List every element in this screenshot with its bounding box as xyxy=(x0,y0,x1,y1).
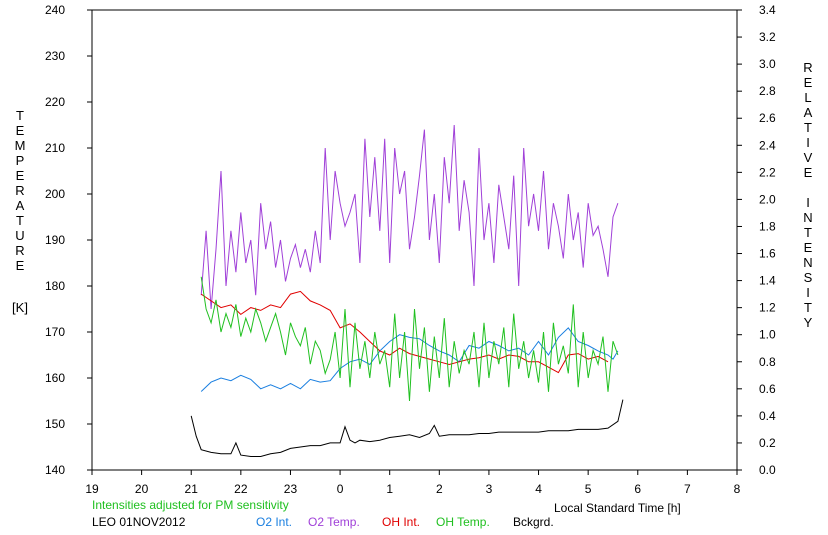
x-tick-label: 7 xyxy=(684,482,691,496)
left-axis-letter: U xyxy=(15,228,24,243)
x-tick-label: 20 xyxy=(135,482,149,496)
right-tick-label: 1.6 xyxy=(759,247,776,261)
left-tick-label: 210 xyxy=(45,141,65,155)
left-axis-letter: E xyxy=(16,168,25,183)
x-tick-label: 21 xyxy=(185,482,199,496)
left-tick-label: 240 xyxy=(45,3,65,17)
left-tick-label: 200 xyxy=(45,187,65,201)
x-tick-label: 5 xyxy=(585,482,592,496)
legend-oh-temp: OH Temp. xyxy=(436,515,490,529)
right-axis-letter: E xyxy=(804,240,813,255)
right-tick-label: 0.2 xyxy=(759,436,776,450)
left-axis-letter: R xyxy=(15,243,24,258)
right-tick-label: 0.0 xyxy=(759,463,776,477)
x-tick-label: 19 xyxy=(85,482,99,496)
right-tick-label: 2.2 xyxy=(759,165,776,179)
right-tick-label: 2.4 xyxy=(759,138,776,152)
right-tick-label: 2.6 xyxy=(759,111,776,125)
legend: O2 Int. O2 Temp. OH Int. OH Temp. Bckgrd. xyxy=(256,515,554,529)
left-tick-label: 220 xyxy=(45,95,65,109)
left-tick-label: 230 xyxy=(45,49,65,63)
left-axis-letter: A xyxy=(16,198,25,213)
x-tick-label: 4 xyxy=(535,482,542,496)
x-tick-label: 23 xyxy=(284,482,298,496)
x-tick-label: 3 xyxy=(486,482,493,496)
right-axis-letter: S xyxy=(804,270,813,285)
legend-o2-temp: O2 Temp. xyxy=(308,515,360,529)
x-tick-label: 2 xyxy=(436,482,443,496)
series-o2-temp xyxy=(200,124,619,310)
series-oh-temp xyxy=(200,276,619,402)
right-axis-letter: E xyxy=(804,165,813,180)
station-label: LEO 01NOV2012 xyxy=(92,515,186,529)
series-o2-int xyxy=(200,327,619,392)
x-axis-ticks: 19 20 21 22 23 0 1 2 3 4 5 6 7 8 xyxy=(85,470,741,496)
x-tick-label: 1 xyxy=(386,482,393,496)
left-axis-letter: R xyxy=(15,183,24,198)
right-tick-label: 0.8 xyxy=(759,355,776,369)
right-axis-letter: L xyxy=(804,90,811,105)
left-axis-letter: E xyxy=(16,258,25,273)
right-axis-letter: T xyxy=(804,300,812,315)
right-axis-letter: I xyxy=(806,135,810,150)
x-tick-label: 22 xyxy=(234,482,248,496)
x-tick-label: 8 xyxy=(734,482,741,496)
left-axis-letter: E xyxy=(16,123,25,138)
right-axis-letter: V xyxy=(804,150,813,165)
right-tick-label: 1.8 xyxy=(759,219,776,233)
right-axis-letter: I xyxy=(806,285,810,300)
x-tick-label: 6 xyxy=(634,482,641,496)
right-axis-letter: A xyxy=(804,105,813,120)
left-tick-label: 140 xyxy=(45,463,65,477)
right-tick-label: 1.2 xyxy=(759,301,776,315)
left-axis-letter: T xyxy=(16,108,24,123)
legend-oh-int: OH Int. xyxy=(382,515,420,529)
left-tick-label: 190 xyxy=(45,233,65,247)
right-axis-letter: I xyxy=(806,195,810,210)
left-axis-unit: [K] xyxy=(12,300,28,315)
right-tick-label: 3.2 xyxy=(759,30,776,44)
legend-o2-int: O2 Int. xyxy=(256,515,292,529)
right-axis-letter: R xyxy=(803,60,812,75)
x-axis-label: Local Standard Time [h] xyxy=(554,501,681,515)
right-axis-letter: Y xyxy=(804,315,813,330)
left-axis-letter: T xyxy=(16,213,24,228)
left-axis-letter: P xyxy=(16,153,25,168)
right-tick-label: 1.0 xyxy=(759,328,776,342)
right-axis-letter: E xyxy=(804,75,813,90)
left-tick-label: 180 xyxy=(45,279,65,293)
right-tick-label: 0.6 xyxy=(759,382,776,396)
x-tick-label: 0 xyxy=(337,482,344,496)
plot-area xyxy=(91,9,738,471)
right-tick-label: 2.8 xyxy=(759,84,776,98)
right-axis-letter: N xyxy=(803,255,812,270)
right-axis-letter: N xyxy=(803,210,812,225)
left-tick-label: 150 xyxy=(45,417,65,431)
right-tick-label: 3.4 xyxy=(759,3,776,17)
right-tick-label: 3.0 xyxy=(759,57,776,71)
right-axis-letter: T xyxy=(804,225,812,240)
right-axis-ticks: 0.0 0.2 0.4 0.6 0.8 1.0 1.2 1.4 1.6 1.8 2.0 2.2 2.4 2… xyxy=(737,3,776,477)
left-axis-ticks: 140 150 160 170 180 190 200 210 220 230 240 xyxy=(45,3,92,477)
legend-bckgrd: Bckgrd. xyxy=(513,515,554,529)
right-tick-label: 0.4 xyxy=(759,409,776,423)
series-bckgrd xyxy=(190,399,624,457)
adjustment-note: Intensities adjusted for PM sensitivity xyxy=(92,498,289,512)
right-tick-label: 2.0 xyxy=(759,192,776,206)
left-axis-letter: M xyxy=(15,138,26,153)
left-tick-label: 170 xyxy=(45,325,65,339)
series-layer xyxy=(190,124,624,457)
left-tick-label: 160 xyxy=(45,371,65,385)
right-tick-label: 1.4 xyxy=(759,274,776,288)
right-axis-letter: T xyxy=(804,120,812,135)
